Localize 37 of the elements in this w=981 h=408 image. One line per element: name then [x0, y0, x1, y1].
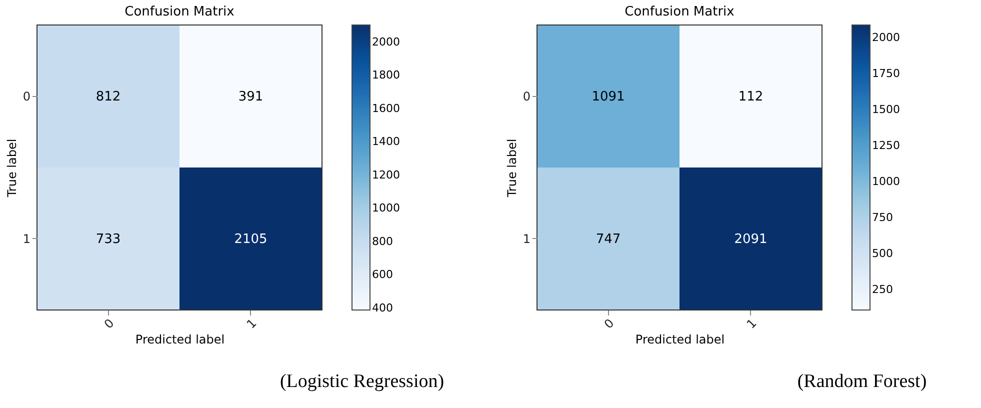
color-bar-label: 2000: [872, 31, 900, 44]
color-bar-label: 500: [872, 247, 893, 260]
color-bar-label: 1000: [872, 175, 900, 188]
data-label: 747: [596, 232, 621, 247]
y-axis-title: True label: [504, 138, 519, 198]
chart-title: Confusion Matrix: [124, 4, 235, 20]
data-label: 812: [96, 89, 121, 104]
data-label: 733: [96, 232, 121, 247]
color-bar-label: 600: [372, 268, 393, 282]
x-axis-title: Predicted label: [635, 332, 725, 347]
color-bar-label: 400: [372, 302, 393, 315]
x-tick-label: 1: [244, 316, 260, 332]
x-tick-label: 0: [101, 316, 117, 332]
color-bar-label: 1750: [872, 67, 900, 80]
data-label: 112: [738, 89, 764, 104]
color-bar-label: 1500: [872, 103, 900, 116]
y-axis-title: True label: [4, 138, 19, 198]
x-tick-label: 0: [601, 316, 617, 332]
x-axis-title: Predicted label: [135, 332, 225, 347]
color-bar-label: 1200: [372, 168, 400, 182]
color-bar-label: 1800: [372, 68, 400, 82]
text: (Logistic Regression): [280, 371, 444, 392]
color-bar-label: 2000: [372, 35, 400, 48]
color-bar-label: 1400: [372, 135, 400, 148]
color-bar-label: 1000: [372, 202, 400, 215]
data-label: 2105: [234, 232, 268, 247]
color-bar-label: 750: [872, 211, 893, 224]
color-bar-label: 1250: [872, 139, 900, 152]
x-tick-label: 1: [744, 316, 760, 332]
color-bar-label: 800: [372, 234, 393, 248]
chart-title: Confusion Matrix: [624, 4, 735, 20]
data-label: 2091: [734, 232, 768, 247]
color-bar-label: 250: [872, 283, 893, 296]
color-bar-label: 1600: [372, 102, 400, 115]
data-label: 391: [238, 89, 264, 104]
data-label: 1091: [592, 89, 625, 104]
text: (Random Forest): [797, 371, 927, 392]
